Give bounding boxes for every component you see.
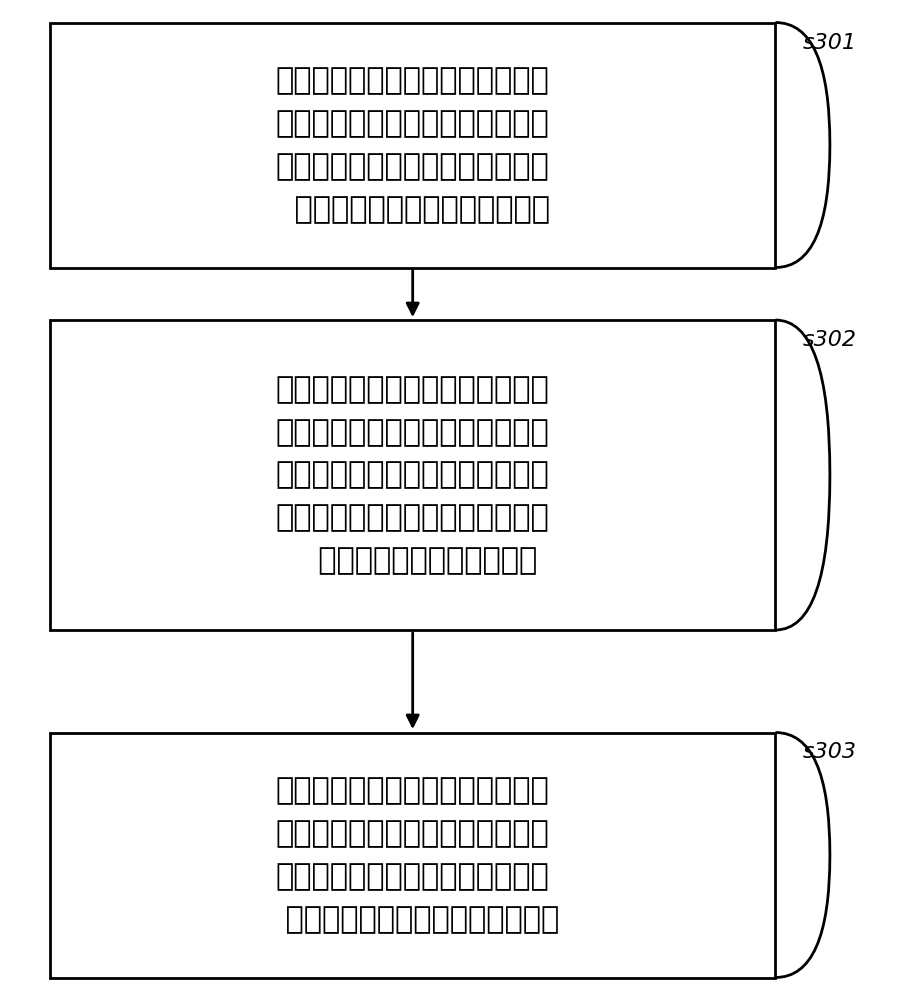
Text: s302: s302 <box>803 330 857 350</box>
Bar <box>50 732 775 978</box>
Text: 根据梯度线圈的控制电压调节梯度
线圈的供电电压，根据匀场线圈的
控制电压调节匀场线圈的供电电压
  ，直至胶囊内镜达到期望运动状态: 根据梯度线圈的控制电压调节梯度 线圈的供电电压，根据匀场线圈的 控制电压调节匀场… <box>266 776 560 934</box>
Text: s303: s303 <box>803 742 857 763</box>
Text: 接收胶囊内镜内置的三轴加速度计
检测到的胶囊内镜的实际加速度；
接收胶囊内镜内置的三轴角速度计
  检测到的胶囊内镜的实际角速度: 接收胶囊内镜内置的三轴加速度计 检测到的胶囊内镜的实际加速度； 接收胶囊内镜内置… <box>275 66 551 224</box>
Text: 根据实际加速度和输入的期望位置
，利用位置控制模型计算梯度线圈
的控制电压；根据实际角速度和输
入的期望姿态角，利用姿态控制模
   型计算匀场线圈的控制电压: 根据实际加速度和输入的期望位置 ，利用位置控制模型计算梯度线圈 的控制电压；根据… <box>276 375 550 575</box>
Text: s301: s301 <box>803 33 857 53</box>
Bar <box>50 320 775 630</box>
Bar <box>50 23 775 268</box>
